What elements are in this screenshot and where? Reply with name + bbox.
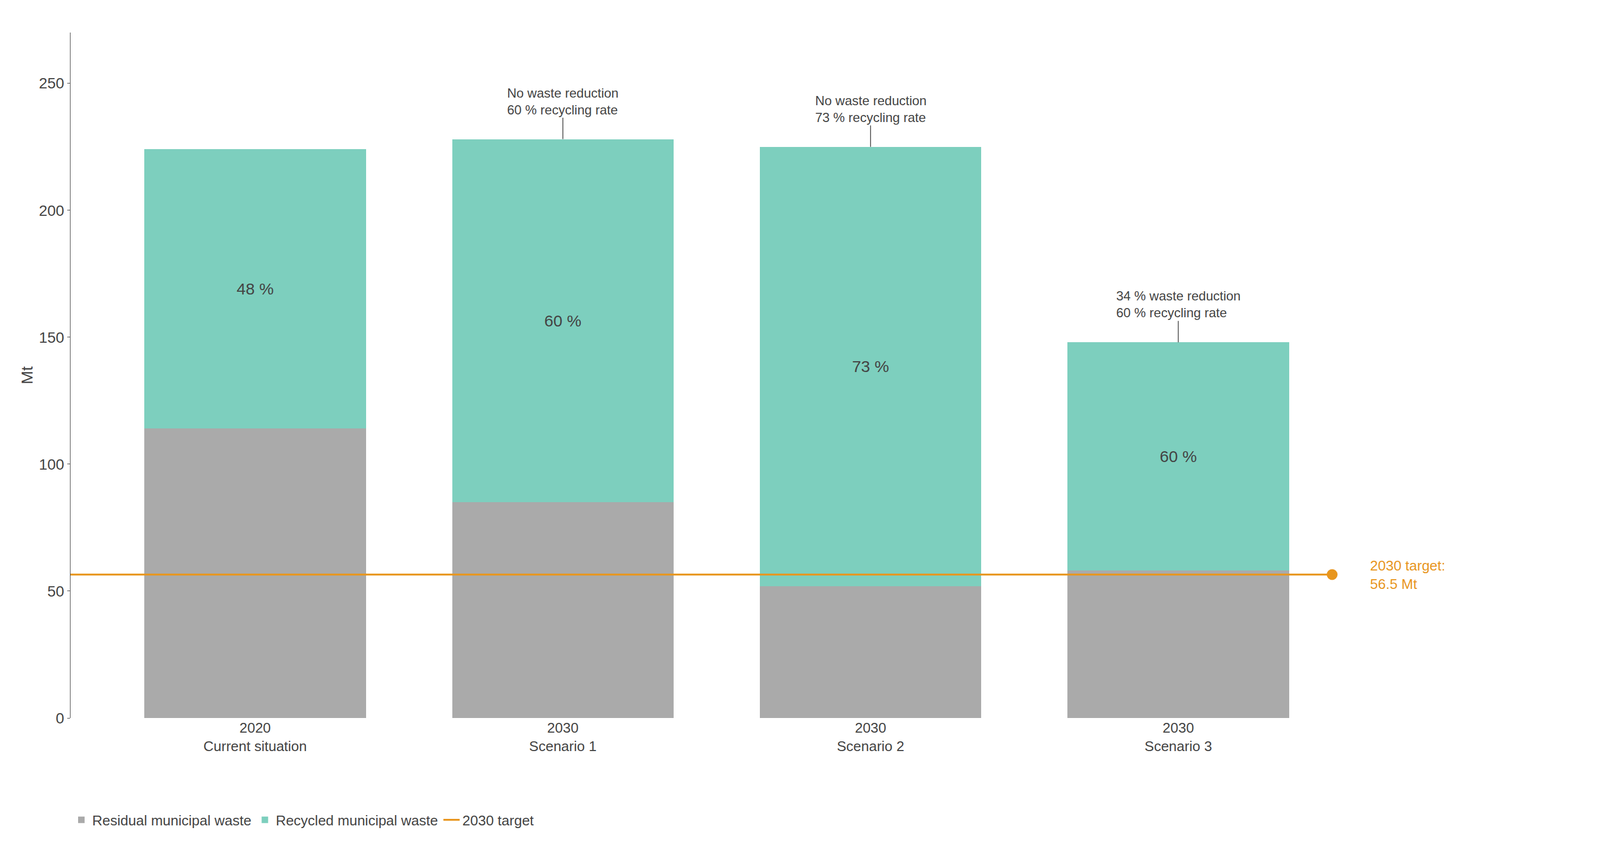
svg-text:2030 target: 2030 target (462, 812, 535, 829)
svg-text:34 % waste reduction60 % recyc: 34 % waste reduction60 % recycling rate (1116, 288, 1241, 320)
svg-text:250: 250 (39, 74, 65, 92)
svg-text:2030 target:56.5 Mt: 2030 target:56.5 Mt (1370, 557, 1446, 593)
svg-text:150: 150 (39, 329, 65, 347)
svg-text:Residual municipal waste: Residual municipal waste (92, 812, 252, 829)
svg-text:60 %: 60 % (1159, 447, 1197, 466)
svg-text:2020Current situation: 2020Current situation (203, 719, 307, 755)
svg-text:No waste reduction60 % recycli: No waste reduction60 % recycling rate (507, 85, 619, 118)
svg-text:0: 0 (55, 709, 65, 727)
svg-text:50: 50 (47, 583, 64, 600)
svg-text:No waste reduction73 % recycli: No waste reduction73 % recycling rate (815, 93, 927, 125)
svg-text:Mt: Mt (17, 366, 36, 385)
svg-text:48 %: 48 % (236, 279, 274, 298)
svg-text:100: 100 (39, 456, 65, 473)
svg-text:2030Scenario 3: 2030Scenario 3 (1144, 719, 1212, 755)
svg-text:2030Scenario 1: 2030Scenario 1 (529, 719, 597, 755)
svg-text:2030Scenario 2: 2030Scenario 2 (836, 719, 905, 755)
svg-text:Recycled municipal waste: Recycled municipal waste (275, 812, 438, 829)
svg-text:200: 200 (39, 202, 65, 220)
svg-text:73 %: 73 % (852, 357, 889, 376)
svg-text:60 %: 60 % (544, 311, 582, 330)
